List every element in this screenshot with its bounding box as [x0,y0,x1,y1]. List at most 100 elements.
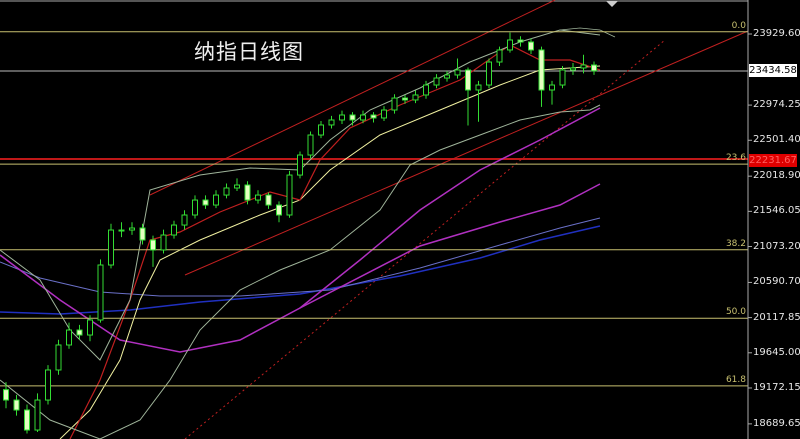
candle-body [517,39,524,43]
candle[interactable] [108,223,114,269]
candle-body [591,64,597,72]
candle[interactable] [160,229,167,254]
candle[interactable] [202,195,209,209]
candle-body [538,49,545,91]
candle[interactable] [559,65,566,89]
candle-body [307,134,314,156]
candle[interactable] [339,110,345,124]
candle-body [87,319,93,336]
candle[interactable] [213,190,219,209]
candle[interactable] [244,181,251,205]
candle[interactable] [76,324,83,340]
candle-body [66,329,72,346]
candle-body [570,67,576,71]
candle[interactable] [328,115,335,129]
candle-body [370,114,377,119]
candle[interactable] [391,94,398,114]
candle-body [339,114,345,121]
candle[interactable] [423,80,429,99]
candle[interactable] [255,190,261,204]
ma-blue-line [0,225,601,315]
candle-body [402,97,408,101]
axis-tick-label: 23929.60 [753,28,800,39]
candle[interactable] [97,259,104,323]
candle[interactable] [507,32,513,53]
channel-upper-line [149,0,556,196]
candle[interactable] [307,131,314,159]
candle[interactable] [370,112,377,123]
candle[interactable] [580,54,587,74]
candle[interactable] [3,382,9,409]
candle[interactable] [55,339,62,375]
shift-marker-icon[interactable] [606,1,618,7]
candle[interactable] [234,178,240,191]
candle[interactable] [444,71,450,82]
candle[interactable] [538,46,545,107]
candle-body [465,69,471,91]
candle[interactable] [24,404,30,434]
candle-body [328,119,335,126]
candle[interactable] [276,201,282,223]
axis-tick-label: 19645.00 [753,346,800,358]
candle[interactable] [286,170,293,218]
candle-body [507,39,513,51]
candle[interactable] [517,36,524,47]
candle[interactable] [381,106,387,122]
candle-body [255,194,261,201]
candle-body [234,184,240,189]
candle-body [559,69,566,86]
fib-level-label: 38.2 [725,238,746,249]
candle[interactable] [591,61,597,75]
candle[interactable] [87,315,93,342]
ma-lightblue-line [0,217,601,297]
candle[interactable] [45,365,51,405]
candle[interactable] [118,222,125,238]
candle[interactable] [34,393,41,433]
candle[interactable] [297,151,303,179]
candle[interactable] [412,90,419,104]
candle[interactable] [349,112,356,126]
candle-body [3,389,9,401]
candle[interactable] [549,80,555,105]
candle[interactable] [360,110,366,124]
candle-body [318,124,324,136]
candle-body [171,224,177,236]
candle[interactable] [13,394,20,416]
candle[interactable] [402,94,408,104]
candle[interactable] [496,46,503,66]
candle[interactable] [192,195,198,219]
candle[interactable] [265,192,272,209]
candle-body [45,369,51,401]
bollinger-upper-line [0,29,601,361]
candle[interactable] [433,74,440,89]
candle-body [381,109,387,119]
ma-purple2-line [299,183,601,309]
candle[interactable] [171,220,177,239]
candle-body [160,234,167,251]
candle[interactable] [475,80,482,122]
candle[interactable] [223,183,230,199]
candle-body [360,114,366,121]
candle[interactable] [454,58,461,79]
candle-body [297,154,303,176]
candle[interactable] [486,58,492,89]
axis-tick-label: 22018.90 [753,170,800,182]
candle-body [496,49,503,63]
candle-body [349,114,356,121]
candle[interactable] [570,62,576,75]
candle[interactable] [66,322,72,349]
candle[interactable] [528,38,534,55]
candle[interactable] [139,223,146,245]
axis-tick-label: 20117.85 [753,311,800,323]
chart-title: 纳指日线图 [194,40,304,64]
candle[interactable] [318,121,324,139]
candle-body [475,84,482,91]
candle-body [265,194,272,206]
candle-body [423,84,429,96]
candle[interactable] [129,222,135,235]
candle[interactable] [150,235,156,267]
candle[interactable] [181,210,188,230]
candle[interactable] [465,67,471,126]
